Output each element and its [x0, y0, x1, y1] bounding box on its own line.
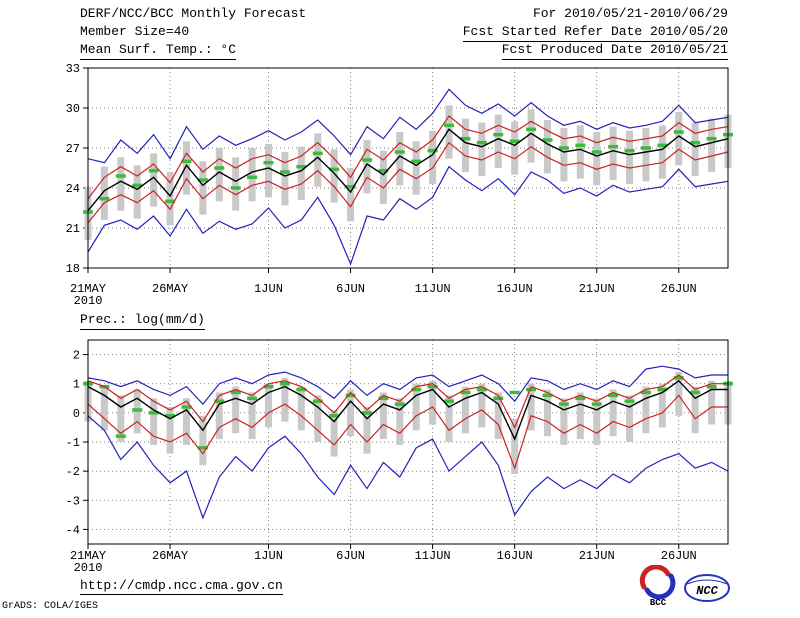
svg-text:26MAY: 26MAY — [152, 282, 188, 296]
temperature-chart-title: Mean Surf. Temp.: °C — [80, 42, 237, 60]
produced-date-label: Fcst Produced Date 2010/05/21 — [501, 42, 728, 60]
svg-text:26JUN: 26JUN — [661, 549, 697, 563]
grads-credit: GrADS: COLA/IGES — [2, 601, 99, 612]
ncc-logo: NCC — [684, 574, 730, 602]
refer-date-label: Fcst Started Refer Date 2010/05/20 — [462, 24, 728, 42]
source-url-link[interactable]: http://cmdp.ncc.cma.gov.cn — [80, 578, 283, 595]
bcc-logo: BCC — [639, 565, 676, 607]
bcc-logo-blue-swirl — [644, 573, 676, 600]
svg-text:2: 2 — [73, 349, 80, 363]
svg-text:21MAY: 21MAY — [70, 549, 106, 563]
svg-text:24: 24 — [66, 182, 80, 196]
bcc-logo-label: BCC — [650, 598, 667, 607]
ncc-logo-ellipse — [684, 574, 730, 602]
svg-text:-2: -2 — [66, 465, 80, 479]
ncc-logo-arc — [686, 579, 728, 585]
svg-text:11JUN: 11JUN — [415, 282, 451, 296]
precipitation-chart-title: Prec.: log(mm/d) — [80, 312, 205, 330]
svg-text:1JUN: 1JUN — [254, 549, 283, 563]
page-title: DERF/NCC/BCC Monthly Forecast — [80, 6, 307, 21]
svg-text:27: 27 — [66, 142, 80, 156]
svg-text:18: 18 — [66, 262, 80, 276]
svg-text:1: 1 — [73, 378, 80, 392]
svg-text:2010: 2010 — [74, 561, 103, 575]
svg-text:30: 30 — [66, 102, 80, 116]
svg-text:21JUN: 21JUN — [579, 549, 615, 563]
svg-text:21: 21 — [66, 222, 80, 236]
svg-text:1JUN: 1JUN — [254, 282, 283, 296]
svg-text:-1: -1 — [66, 436, 80, 450]
svg-text:2010: 2010 — [74, 294, 103, 308]
svg-text:33: 33 — [66, 62, 80, 76]
svg-text:21JUN: 21JUN — [579, 282, 615, 296]
svg-text:26MAY: 26MAY — [152, 549, 188, 563]
svg-text:6JUN: 6JUN — [336, 549, 365, 563]
svg-text:-3: -3 — [66, 494, 80, 508]
ncc-logo-label: NCC — [696, 584, 718, 598]
svg-text:21MAY: 21MAY — [70, 282, 106, 296]
forecast-period: For 2010/05/21-2010/06/29 — [532, 6, 728, 21]
svg-text:11JUN: 11JUN — [415, 549, 451, 563]
bcc-logo-red-swirl — [639, 565, 671, 590]
svg-text:6JUN: 6JUN — [336, 282, 365, 296]
svg-text:0: 0 — [73, 407, 80, 421]
svg-text:-4: -4 — [66, 523, 80, 537]
member-size-label: Member Size=40 — [80, 24, 190, 39]
svg-text:26JUN: 26JUN — [661, 282, 697, 296]
svg-text:16JUN: 16JUN — [497, 549, 533, 563]
svg-text:16JUN: 16JUN — [497, 282, 533, 296]
